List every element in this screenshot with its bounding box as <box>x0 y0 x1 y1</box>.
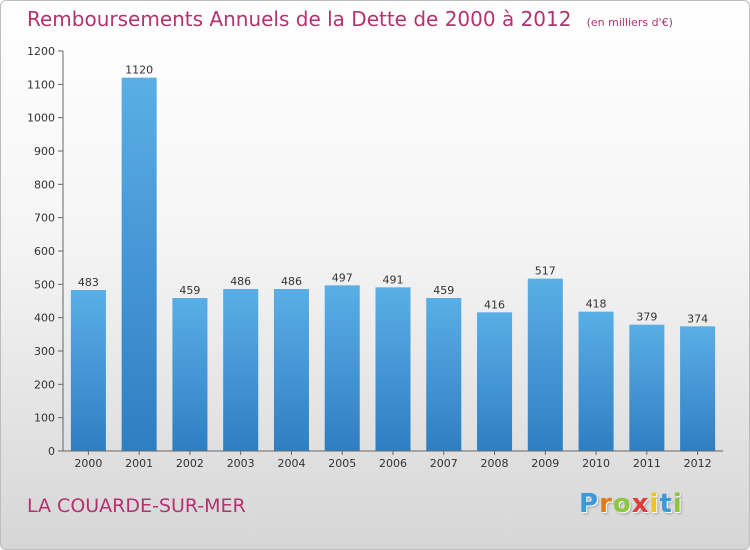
y-tick-label: 500 <box>34 278 55 291</box>
y-tick-label: 300 <box>34 345 55 358</box>
value-label-2009: 517 <box>535 265 556 278</box>
y-tick-label: 200 <box>34 378 55 391</box>
bar-2011 <box>629 324 665 451</box>
commune-name: LA COUARDE-SUR-MER <box>27 495 246 517</box>
x-tick-label-2001: 2001 <box>125 457 153 470</box>
bar-2001 <box>121 77 157 452</box>
bars: 483 1120 459 486 486 497 491 459 416 517 418 379 374 <box>70 64 716 452</box>
logo-letter: i <box>672 489 683 519</box>
proxiti-logo[interactable]: Proxiti <box>579 489 683 519</box>
value-label-2011: 379 <box>636 311 657 324</box>
value-label-2007: 459 <box>433 284 454 297</box>
title-row: Remboursements Annuels de la Dette de 20… <box>27 7 673 31</box>
value-label-2012: 374 <box>687 312 708 325</box>
x-axis: 2000 2001 2002 2003 2004 2005 2006 2007 2008 2009… <box>63 450 723 470</box>
x-tick-label-2010: 2010 <box>582 457 610 470</box>
bar-2010 <box>578 311 614 451</box>
value-label-2006: 491 <box>383 273 404 286</box>
bar-2002 <box>172 298 208 451</box>
y-tick-label: 700 <box>34 212 55 225</box>
value-label-2001: 1120 <box>125 64 153 77</box>
y-tick-label: 1200 <box>27 45 55 58</box>
y-tick-label: 1000 <box>27 112 55 125</box>
bar-2009 <box>527 278 563 451</box>
x-tick-label-2004: 2004 <box>277 457 305 470</box>
logo-letter: i <box>649 489 660 519</box>
chart-title: Remboursements Annuels de la Dette de 20… <box>27 7 572 31</box>
logo-letter: P <box>579 489 600 519</box>
logo-letter: o <box>612 489 632 519</box>
bar-2005 <box>324 285 360 451</box>
y-axis: 0 100 200 300 400 500 600 700 800 900 1000 1100 1200 <box>27 45 64 458</box>
logo-letter: r <box>599 489 613 519</box>
chart-unit: (en milliers d'€) <box>586 16 673 29</box>
x-tick-label-2002: 2002 <box>176 457 204 470</box>
logo-letter: x <box>631 489 650 519</box>
bar-2008 <box>477 312 513 451</box>
bar-2004 <box>273 289 309 451</box>
value-label-2008: 416 <box>484 298 505 311</box>
bar-2012 <box>680 326 716 451</box>
y-tick-label: 900 <box>34 145 55 158</box>
x-tick-label-2007: 2007 <box>430 457 458 470</box>
y-tick-label: 1100 <box>27 78 55 91</box>
y-tick-label: 100 <box>34 412 55 425</box>
bar-2000 <box>70 290 106 451</box>
x-tick-label-2012: 2012 <box>684 457 712 470</box>
value-label-2002: 459 <box>179 284 200 297</box>
x-tick-label-2003: 2003 <box>227 457 255 470</box>
x-tick-label-2006: 2006 <box>379 457 407 470</box>
bar-2003 <box>223 289 259 451</box>
x-tick-label-2000: 2000 <box>74 457 102 470</box>
y-tick-label: 0 <box>48 445 55 458</box>
bar-2006 <box>375 287 411 451</box>
value-label-2004: 486 <box>281 275 302 288</box>
value-label-2010: 418 <box>586 298 607 311</box>
x-tick-label-2005: 2005 <box>328 457 356 470</box>
x-tick-label-2008: 2008 <box>481 457 509 470</box>
y-tick-label: 800 <box>34 178 55 191</box>
logo-letter: t <box>659 489 673 519</box>
y-tick-label: 400 <box>34 312 55 325</box>
value-label-2003: 486 <box>230 275 251 288</box>
value-label-2005: 497 <box>332 271 353 284</box>
bar-2007 <box>426 298 462 451</box>
x-tick-label-2011: 2011 <box>633 457 661 470</box>
x-tick-label-2009: 2009 <box>531 457 559 470</box>
value-label-2000: 483 <box>78 276 99 289</box>
y-tick-label: 600 <box>34 245 55 258</box>
